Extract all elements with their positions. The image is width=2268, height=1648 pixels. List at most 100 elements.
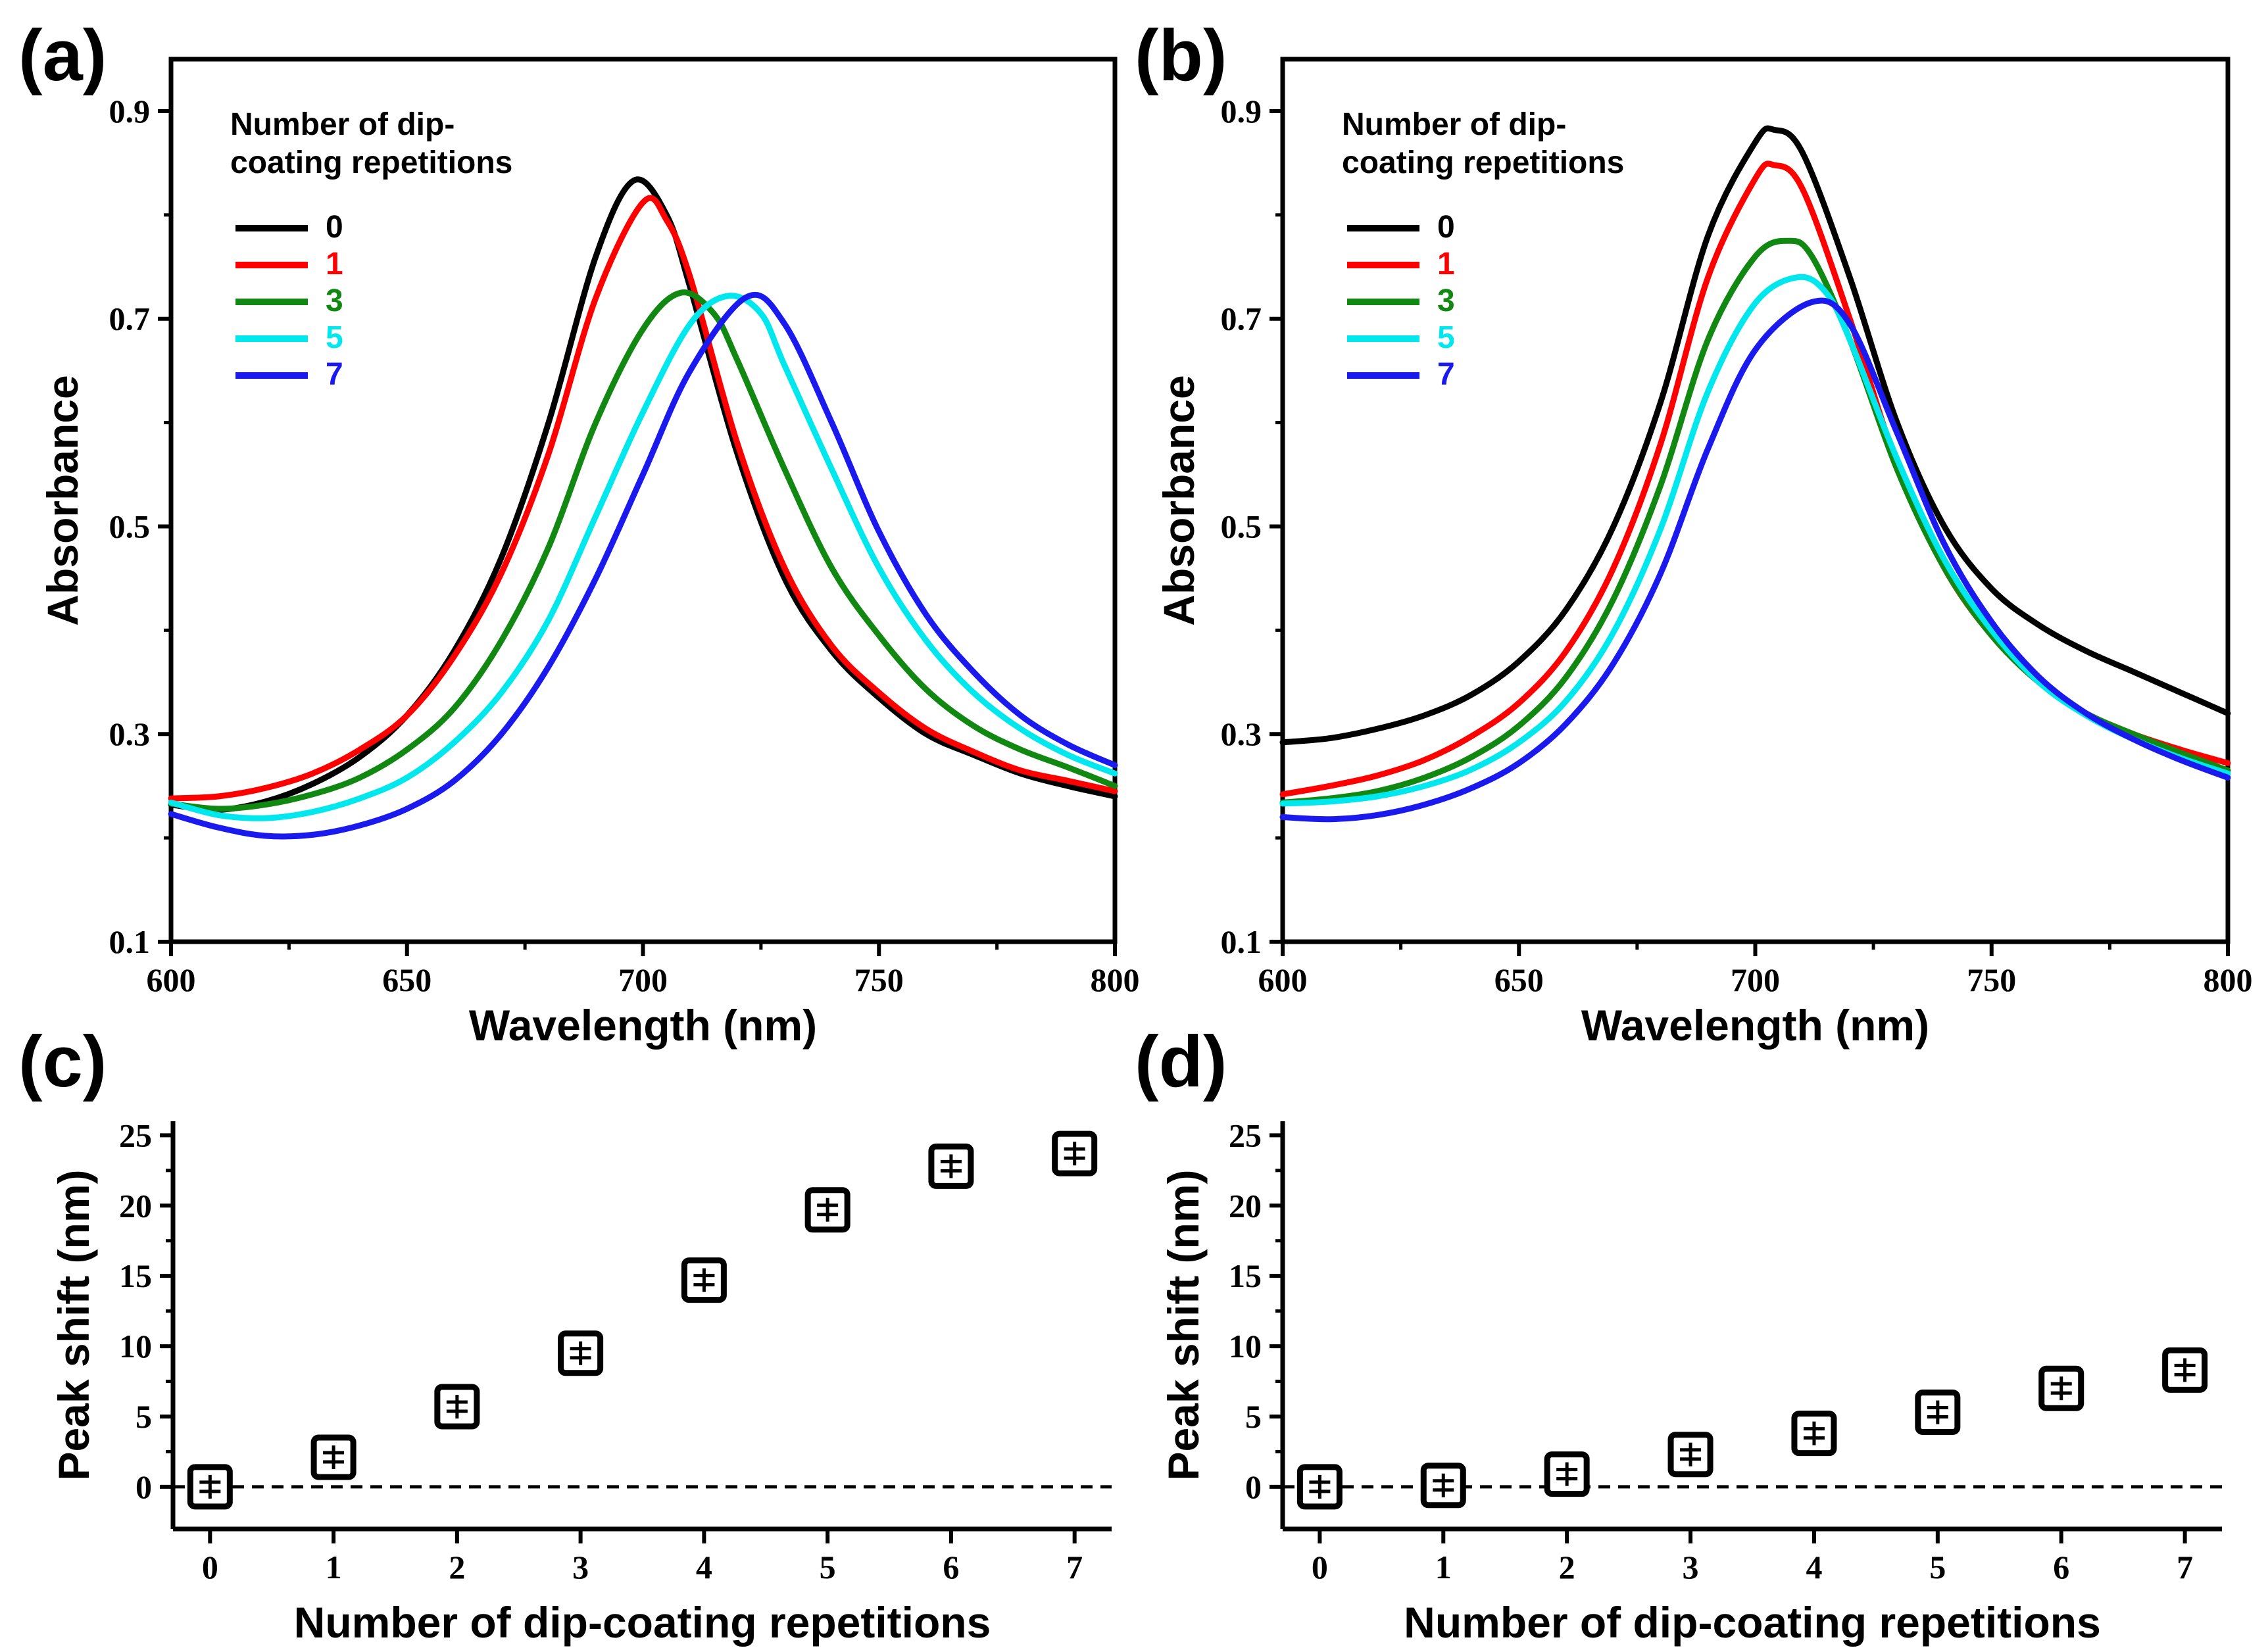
x-tick-label: 3 [1683, 1549, 1699, 1586]
y-tick-label: 0.7 [1221, 301, 1262, 337]
x-tick-label: 7 [2177, 1549, 2193, 1586]
x-tick-label: 5 [820, 1549, 836, 1586]
x-tick-label: 6 [2053, 1549, 2069, 1586]
data-point [310, 1434, 357, 1480]
x-tick-label: 4 [1806, 1549, 1822, 1586]
data-point [928, 1143, 974, 1189]
series-line-0 [168, 176, 1118, 813]
y-tick-label: 0.5 [109, 508, 151, 545]
y-tick-label: 15 [119, 1257, 152, 1294]
series-line-5 [1279, 274, 2231, 807]
series-line-5 [168, 293, 1118, 821]
series-line-7 [168, 291, 1118, 840]
data-point [1915, 1390, 1961, 1436]
data-point [804, 1187, 851, 1233]
series-line-3 [168, 289, 1118, 812]
series-line-7 [1279, 297, 2231, 823]
panel-label: (d) [1135, 1021, 1227, 1102]
panel-c: (c) 0 1 2 3 4 5 6 7 0 5 10 15 20 25 Number of dip-coati… [18, 1021, 1112, 1647]
y-tick-label: 10 [119, 1328, 152, 1365]
y-tick-label: 15 [1229, 1257, 1262, 1294]
legend-title: Number of dip- [230, 107, 455, 142]
data-point [558, 1330, 604, 1376]
panel-label: (c) [18, 1021, 107, 1102]
y-axis-title: Absorbance [1154, 375, 1203, 625]
legend-entry-label: 7 [326, 357, 343, 392]
y-tick-label: 20 [1229, 1187, 1262, 1224]
data-point [681, 1257, 727, 1303]
x-tick-label: 0 [202, 1549, 218, 1586]
y-tick-label: 20 [119, 1187, 152, 1224]
x-tick-label: 2 [449, 1549, 465, 1586]
y-axis-title: Peak shift (nm) [49, 1169, 98, 1480]
x-tick-label: 2 [1559, 1549, 1575, 1586]
data-point [1296, 1464, 1343, 1510]
x-axis-title: Wavelength (nm) [469, 1001, 817, 1050]
y-tick-label: 0.7 [109, 301, 151, 337]
y-tick-label: 10 [1229, 1328, 1262, 1365]
legend-entry-label: 5 [326, 320, 343, 355]
data-point [1420, 1463, 1466, 1509]
x-axis-title: Number of dip-coating repetitions [1404, 1598, 2101, 1647]
y-tick-label: 25 [119, 1117, 152, 1153]
plot-frame [1280, 57, 2231, 944]
y-tick-label: 0.1 [1221, 923, 1262, 960]
y-tick-label: 0 [136, 1468, 152, 1505]
series-line-1 [168, 195, 1118, 802]
panel-d: (d) 0 1 2 3 4 5 6 7 0 5 10 15 20 25 Number of dip-coati… [1135, 1021, 2222, 1647]
panel-a: (a)600 650 700 750 8000.10.30.50.70.9Wavelen… [18, 15, 1140, 1050]
y-tick-label: 25 [1229, 1117, 1262, 1153]
data-point [1544, 1451, 1590, 1497]
x-tick-label: 800 [1091, 961, 1140, 998]
data-point [2162, 1347, 2208, 1393]
legend-entry-label: 3 [1437, 283, 1455, 318]
panel-label: (a) [18, 15, 107, 96]
x-tick-label: 7 [1066, 1549, 1083, 1586]
legend-entry-label: 3 [326, 283, 343, 318]
x-tick-label: 1 [1435, 1549, 1452, 1586]
x-tick-label: 650 [1494, 961, 1544, 998]
y-tick-label: 0.1 [109, 923, 151, 960]
y-tick-label: 0.9 [109, 93, 151, 130]
x-tick-label: 1 [326, 1549, 342, 1586]
legend-entry-label: 0 [1437, 210, 1455, 245]
y-axis-title: Absorbance [38, 375, 87, 625]
legend-title: coating repetitions [1342, 145, 1624, 180]
x-tick-label: 600 [1258, 961, 1308, 998]
y-tick-label: 0 [1245, 1468, 1262, 1505]
x-tick-label: 700 [1731, 961, 1780, 998]
y-tick-label: 0.9 [1221, 93, 1262, 130]
x-tick-label: 650 [382, 961, 431, 998]
x-tick-label: 3 [572, 1549, 589, 1586]
x-tick-label: 4 [696, 1549, 712, 1586]
panel-label: (b) [1135, 15, 1227, 96]
y-tick-label: 0.3 [1221, 715, 1262, 752]
legend-entry-label: 1 [326, 247, 343, 281]
legend-title: coating repetitions [230, 145, 512, 180]
panel-b: (b)600 650 700 750 8000.10.30.50.70.9Wavelen… [1135, 15, 2253, 1050]
x-axis-title: Number of dip-coating repetitions [294, 1598, 991, 1647]
y-tick-label: 5 [1245, 1398, 1262, 1435]
x-tick-label: 750 [1967, 961, 2016, 998]
legend-entry-label: 5 [1437, 320, 1455, 355]
legend-title: Number of dip- [1342, 107, 1566, 142]
legend-entry-label: 0 [326, 210, 343, 245]
legend-entry-label: 1 [1437, 247, 1455, 281]
data-point [1052, 1130, 1098, 1176]
y-tick-label: 5 [136, 1398, 152, 1435]
x-tick-label: 600 [147, 961, 196, 998]
data-point [434, 1384, 480, 1430]
y-tick-label: 0.5 [1221, 508, 1262, 545]
x-tick-label: 6 [943, 1549, 959, 1586]
data-point [1791, 1411, 1837, 1457]
series-line-0 [1279, 125, 2231, 746]
y-tick-label: 0.3 [109, 715, 151, 752]
data-point [2038, 1365, 2084, 1411]
x-tick-label: 0 [1312, 1549, 1328, 1586]
x-tick-label: 5 [1929, 1549, 1946, 1586]
data-point [187, 1464, 233, 1510]
x-tick-label: 750 [854, 961, 904, 998]
y-axis-title: Peak shift (nm) [1159, 1169, 1208, 1480]
data-point [1667, 1432, 1713, 1478]
